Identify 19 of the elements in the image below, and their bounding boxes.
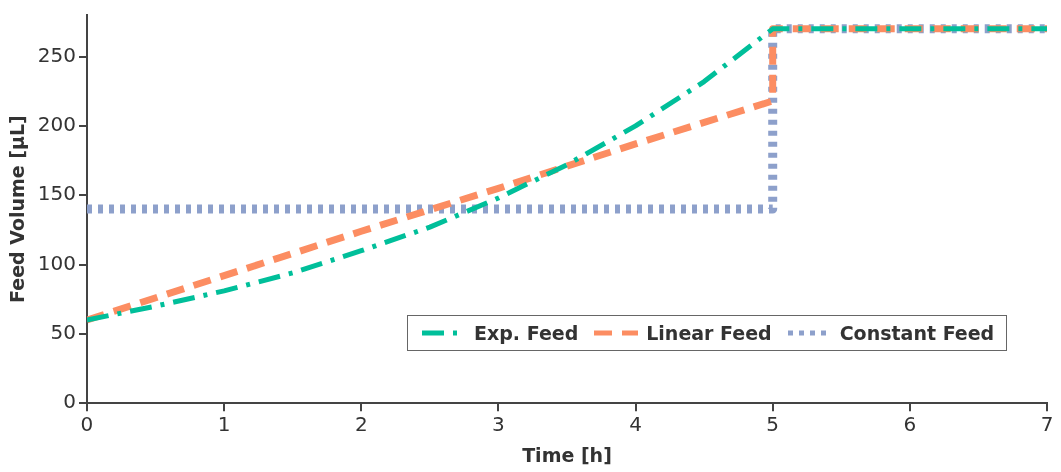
x-tick-label: 2 (354, 412, 368, 437)
x-tick-label: 0 (80, 412, 94, 437)
y-tick-label: 0 (63, 389, 76, 414)
y-tick-label: 150 (37, 181, 76, 206)
y-tick-label: 200 (37, 112, 76, 137)
x-tick-label: 6 (903, 412, 917, 437)
y-tick-label: 250 (37, 42, 76, 67)
legend-label: Constant Feed (839, 322, 995, 345)
y-tick-label: 50 (50, 320, 76, 345)
x-tick-label: 3 (492, 412, 505, 437)
y-axis-title: Feed Volume [µL] (6, 115, 29, 303)
y-tick-label: 100 (37, 250, 76, 275)
legend-label: Exp. Feed (474, 322, 579, 345)
x-tick-label: 7 (1040, 412, 1054, 437)
x-axis-title: Time [h] (522, 443, 612, 466)
x-tick-label: 5 (766, 412, 780, 437)
x-tick-label: 1 (217, 412, 231, 437)
x-tick-label: 4 (629, 412, 642, 437)
legend-label: Linear Feed (646, 322, 772, 345)
